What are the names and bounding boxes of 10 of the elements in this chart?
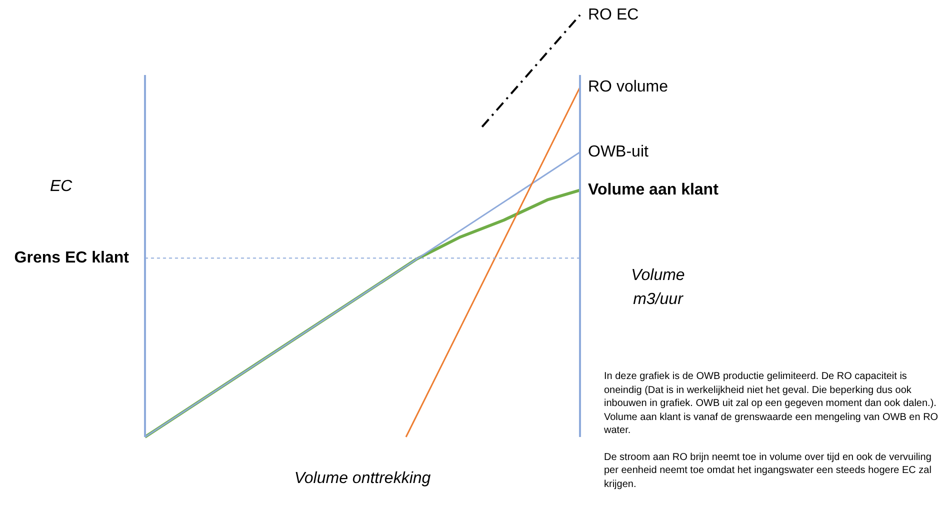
series-label: Volume aan klant <box>588 182 720 199</box>
ref-line-label: Grens EC klant <box>14 249 130 266</box>
series-label: RO volume <box>588 78 668 96</box>
series-label: RO EC <box>588 6 639 24</box>
series-label: OWB-uit <box>588 144 649 161</box>
text: In deze grafiek is de OWB productie gelimiteerd. De RO capaciteit is oneindig (Dat is in werkelijkheid niet het geval. Die beperking dus ook inbouwen in grafiek. OWB uit zal op een gegeven moment dan ook dalen.). Volume aan klant is vanaf de grenswaarde een mengeling van OWB en RO water. <box>604 370 940 438</box>
y2-axis-title: Volume m3/uur <box>630 266 686 310</box>
text: De stroom aan RO brijn neemt toe in volume over tijd en ook de vervuiling per eenheid neemt toe omdat het ingangswater een steeds hogere EC zal krijgen. <box>604 450 932 491</box>
y-axis-title: EC <box>50 178 72 196</box>
x-axis-title: Volume onttrekking <box>293 470 432 488</box>
